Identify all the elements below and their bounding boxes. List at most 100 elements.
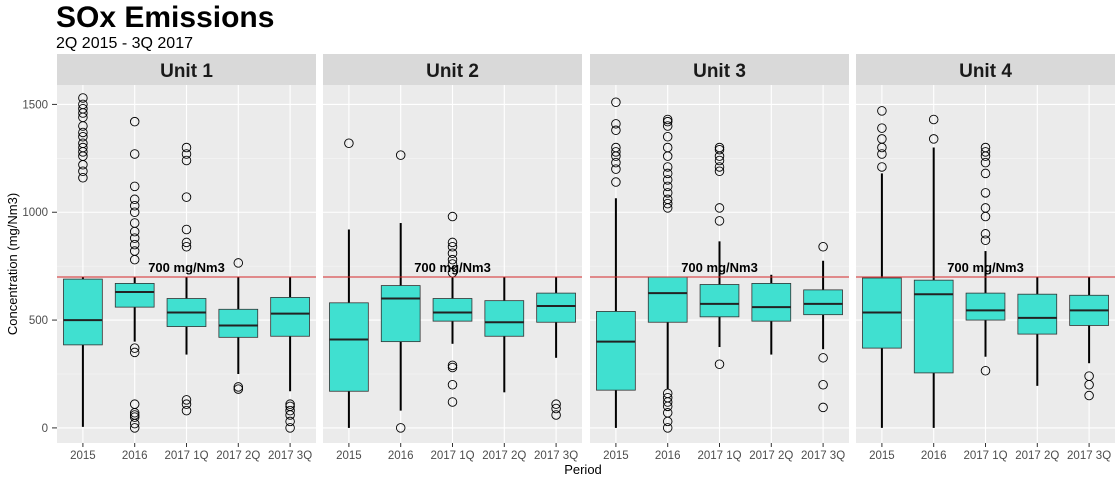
outlier-point: [980, 168, 991, 179]
outlier-point: [78, 93, 88, 103]
box-iqr: [751, 283, 792, 322]
outlier-point: [662, 194, 673, 205]
box-iqr: [114, 283, 155, 308]
outlier-point: [662, 121, 673, 131]
box-iqr: [647, 276, 688, 323]
outlier-point: [818, 241, 828, 252]
outlier-point: [662, 181, 673, 192]
outlier-point: [611, 147, 621, 157]
outlier-point: [447, 380, 458, 390]
y-tick-label: 1000: [22, 207, 48, 219]
outlier-point: [714, 359, 725, 370]
outlier-point: [78, 138, 88, 148]
box-iqr: [270, 297, 310, 337]
outlier-point: [233, 382, 244, 392]
outlier-point: [980, 157, 991, 168]
x-tick-label: 2017 2Q: [482, 450, 526, 462]
x-tick-label: 2017 1Q: [164, 450, 208, 462]
outlier-point: [129, 246, 140, 256]
outlier-point: [714, 162, 725, 172]
box-iqr: [965, 292, 1006, 321]
outlier-point: [662, 116, 673, 127]
x-axis-title: Period: [564, 462, 602, 477]
facet-label: Unit 3: [693, 61, 746, 82]
outlier-point: [714, 166, 725, 177]
x-tick-label: 2017 3Q: [1067, 450, 1111, 462]
outlier-point: [877, 149, 887, 159]
facet-label: Unit 2: [426, 61, 479, 82]
outlier-point: [662, 142, 673, 153]
outlier-point: [78, 103, 88, 114]
box-iqr: [380, 285, 421, 343]
y-tick-label: 500: [29, 315, 48, 327]
outlier-point: [818, 402, 828, 413]
box-iqr: [536, 292, 576, 323]
outlier-point: [662, 188, 673, 198]
outlier-point: [395, 423, 406, 433]
box-iqr: [803, 289, 843, 316]
facet-strip: [590, 54, 849, 85]
outlier-point: [129, 423, 140, 433]
outlier-point: [662, 132, 673, 142]
outlier-point: [78, 127, 88, 138]
outlier-point: [78, 99, 88, 110]
facet-strip: [856, 54, 1115, 85]
x-tick-label: 2017 1Q: [430, 450, 474, 462]
outlier-point: [928, 134, 939, 144]
outlier-point: [662, 388, 673, 399]
outlier-point: [662, 168, 673, 179]
outlier-point: [78, 166, 88, 177]
y-tick-label: 1500: [22, 99, 48, 111]
outlier-point: [611, 125, 621, 136]
outlier-point: [447, 259, 458, 269]
outlier-point: [129, 239, 140, 250]
outlier-point: [181, 395, 192, 405]
x-tick-label: 2016: [122, 450, 148, 462]
outlier-point: [980, 188, 991, 198]
outlier-point: [285, 405, 295, 416]
facet-strip: [57, 54, 316, 85]
reference-label: 700 mg/Nm3: [681, 260, 758, 275]
outlier-point: [714, 144, 725, 155]
outlier-point: [129, 343, 140, 353]
outlier-point: [551, 410, 561, 420]
outlier-point: [181, 142, 192, 153]
outlier-point: [714, 155, 725, 166]
x-tick-label: 2017 2Q: [216, 450, 260, 462]
facet-label: Unit 4: [959, 61, 1012, 82]
outlier-point: [181, 405, 192, 416]
x-tick-label: 2015: [603, 450, 629, 462]
box-iqr: [596, 311, 636, 391]
outlier-point: [129, 194, 140, 205]
outlier-point: [662, 162, 673, 172]
y-tick-label: 0: [42, 423, 48, 435]
facet-label: Unit 1: [160, 61, 213, 82]
outlier-point: [611, 164, 621, 174]
outlier-point: [662, 114, 673, 125]
outlier-point: [877, 123, 887, 133]
outlier-point: [714, 216, 725, 226]
outlier-point: [611, 157, 621, 168]
y-axis-title: Concentration (mg/Nm3): [5, 193, 20, 335]
outlier-point: [877, 134, 887, 144]
reference-label: 700 mg/Nm3: [947, 260, 1024, 275]
box-iqr: [218, 308, 259, 338]
box-iqr: [699, 284, 740, 318]
outlier-point: [928, 114, 939, 125]
x-tick-label: 2016: [388, 450, 414, 462]
outlier-point: [662, 175, 673, 185]
outlier-point: [818, 380, 828, 390]
outlier-point: [181, 224, 192, 235]
outlier-point: [447, 241, 458, 252]
outlier-point: [447, 362, 458, 373]
outlier-point: [233, 258, 244, 268]
x-tick-label: 2017 2Q: [749, 450, 793, 462]
outlier-point: [447, 360, 458, 371]
outlier-point: [285, 399, 295, 409]
outlier-point: [395, 150, 406, 160]
x-tick-label: 2017 3Q: [534, 450, 578, 462]
outlier-point: [1084, 390, 1094, 401]
reference-label: 700 mg/Nm3: [414, 260, 491, 275]
box-iqr: [913, 279, 954, 374]
chart-title: SOx Emissions: [56, 1, 275, 34]
